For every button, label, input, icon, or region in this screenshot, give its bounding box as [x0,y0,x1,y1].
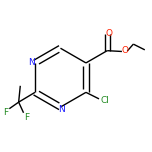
Text: F: F [3,108,9,117]
Text: Cl: Cl [101,96,110,105]
Text: N: N [58,105,65,114]
Text: N: N [28,58,35,67]
Text: O: O [106,29,113,38]
Text: F: F [25,113,30,122]
Text: O: O [121,47,128,55]
